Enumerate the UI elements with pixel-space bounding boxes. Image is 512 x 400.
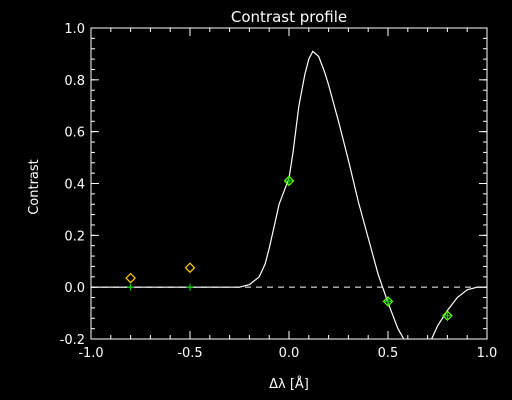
profile-curve-segment (431, 286, 487, 339)
y-axis-label: Contrast (27, 159, 42, 215)
plot-area (91, 50, 487, 339)
y-tick-label: 0.0 (64, 281, 85, 296)
y-tick-label: 0.8 (64, 74, 85, 89)
observed-diamond-marker (382, 296, 394, 307)
y-tick-label: -0.2 (60, 333, 85, 348)
y-tick-label: 0.2 (64, 229, 85, 244)
observed-diamond-marker (125, 272, 136, 284)
x-tick-label: 0.5 (378, 346, 399, 361)
observed-diamond-marker (283, 175, 295, 187)
x-axis-label: Δλ [Å] (269, 376, 309, 392)
chart-title: Contrast profile (231, 8, 347, 26)
y-tick-label: 0.4 (64, 178, 85, 193)
observed-diamond-marker (184, 262, 196, 274)
x-tick-label: -0.5 (177, 346, 202, 361)
y-tick-label: 0.6 (64, 126, 85, 141)
x-tick-label: 1.0 (477, 346, 498, 361)
fit-plus-marker (384, 297, 392, 305)
x-tick-label: 0.0 (279, 346, 300, 361)
profile-curve-segment (91, 50, 405, 339)
axis-tick-labels: -1.0 -0.5 0.0 0.5 1.0 -0.2 0.0 0.2 0.4 0.6 0.8 1.0 (60, 22, 498, 361)
observed-diamond-marker (442, 310, 453, 322)
fit-plus-marker (127, 283, 135, 291)
fit-plus-marker (186, 283, 194, 291)
fit-plus-marker (285, 177, 293, 185)
y-tick-label: 1.0 (64, 22, 85, 37)
x-tick-label: -1.0 (78, 346, 103, 361)
axis-ticks (90, 27, 488, 340)
fit-plus-marker (443, 312, 451, 320)
